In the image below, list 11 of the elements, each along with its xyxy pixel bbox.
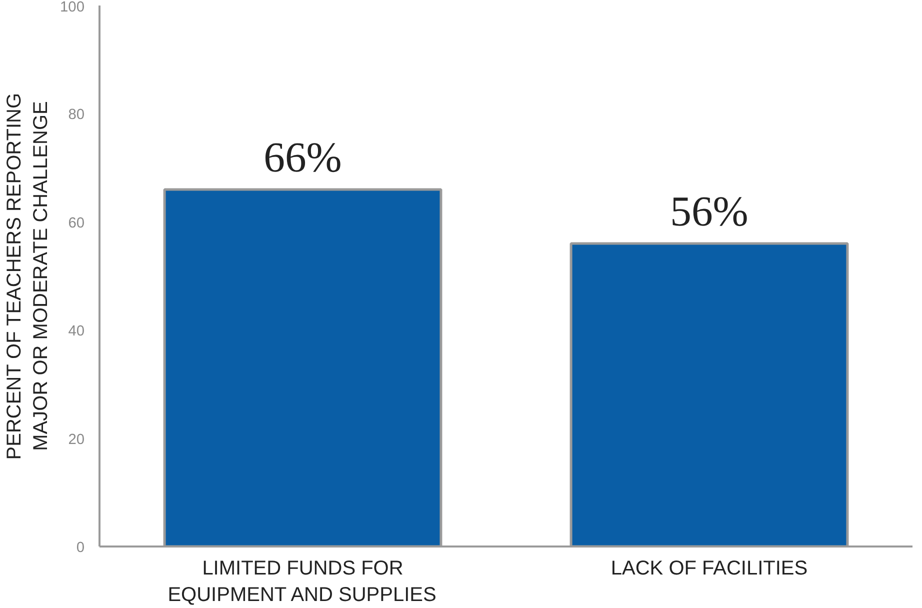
x-tick-label: LIMITED FUNDS FOR EQUIPMENT AND SUPPLIES [168,558,436,606]
y-tick-label: 60 [68,215,85,232]
data-label: 66% [264,134,342,182]
y-tick-label: 20 [68,432,85,448]
x-tick-label: LACK OF FACILITIES [610,558,808,580]
y-tick-label: 0 [76,540,85,556]
y-tick-label: 80 [68,107,85,124]
y-tick-label: 40 [68,324,85,340]
y-axis-title: PERCENT OF TEACHERS REPORTING MAJOR OR MODERATE CHALLENGE [4,92,52,460]
data-label: 56% [670,188,748,236]
y-tick-label: 100 [60,0,85,16]
